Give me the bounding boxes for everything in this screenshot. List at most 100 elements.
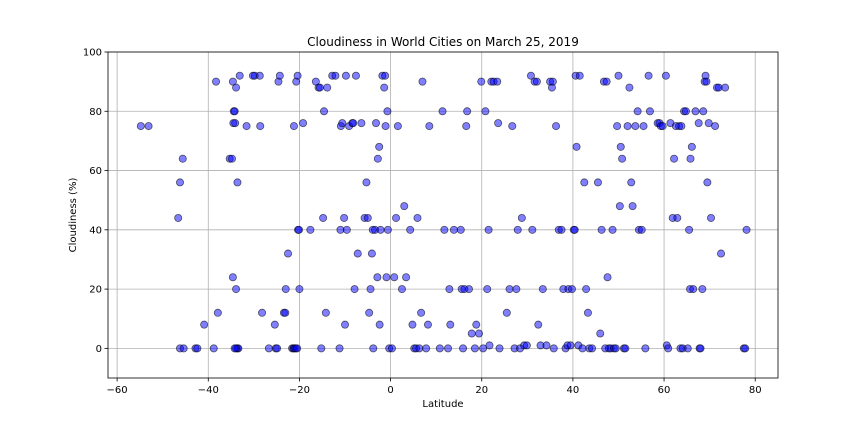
- data-point: [611, 344, 620, 353]
- data-point: [673, 213, 682, 222]
- data-point: [741, 344, 750, 353]
- data-point: [400, 202, 409, 211]
- data-point: [293, 344, 302, 353]
- data-point: [256, 122, 265, 131]
- data-point: [615, 202, 624, 211]
- data-point: [435, 344, 444, 353]
- data-point: [621, 344, 630, 353]
- data-point: [230, 107, 239, 116]
- data-point: [212, 77, 221, 86]
- x-tick-label: 60: [658, 385, 671, 396]
- data-point: [483, 285, 492, 294]
- data-point: [413, 213, 422, 222]
- data-point: [284, 249, 293, 258]
- x-axis-label: Latitude: [422, 399, 463, 410]
- data-point: [273, 344, 282, 353]
- data-point: [375, 320, 384, 329]
- data-point: [495, 344, 504, 353]
- data-point: [342, 225, 351, 234]
- data-point: [340, 213, 349, 222]
- chart-title: Cloudiness in World Cities on March 25, …: [307, 35, 579, 49]
- data-point: [323, 83, 332, 92]
- data-point: [369, 344, 378, 353]
- data-point: [602, 77, 611, 86]
- data-point: [699, 107, 708, 116]
- data-point: [320, 107, 329, 116]
- data-point: [641, 344, 650, 353]
- data-point: [350, 285, 359, 294]
- data-point: [470, 344, 479, 353]
- data-point: [321, 308, 330, 317]
- data-point: [299, 119, 308, 128]
- data-point: [479, 344, 488, 353]
- data-point: [335, 344, 344, 353]
- data-point: [315, 83, 324, 92]
- data-point: [628, 202, 637, 211]
- data-point: [517, 213, 526, 222]
- data-point: [596, 329, 605, 338]
- data-point: [588, 344, 597, 353]
- data-point: [475, 329, 484, 338]
- data-point: [462, 122, 471, 131]
- data-point: [552, 122, 561, 131]
- data-point: [742, 225, 751, 234]
- data-point: [664, 344, 673, 353]
- data-point: [703, 178, 712, 187]
- data-point: [566, 341, 575, 350]
- data-point: [658, 122, 667, 131]
- data-point: [144, 122, 153, 131]
- data-point: [513, 225, 522, 234]
- data-point: [390, 273, 399, 282]
- data-point: [721, 83, 730, 92]
- x-tick-label: −40: [198, 385, 219, 396]
- data-point: [232, 285, 241, 294]
- data-point: [456, 225, 465, 234]
- data-point: [371, 119, 380, 128]
- data-point: [235, 71, 244, 80]
- data-point: [258, 308, 267, 317]
- data-point: [538, 285, 547, 294]
- data-point: [293, 71, 302, 80]
- data-point: [608, 225, 617, 234]
- data-point: [233, 178, 242, 187]
- data-point: [393, 122, 402, 131]
- data-point: [637, 225, 646, 234]
- data-point: [683, 344, 692, 353]
- data-point: [639, 122, 648, 131]
- data-point: [366, 285, 375, 294]
- data-point: [383, 225, 392, 234]
- data-point: [319, 213, 328, 222]
- plot-frame: [107, 51, 779, 379]
- data-point: [494, 119, 503, 128]
- y-tick-label: 100: [83, 48, 102, 59]
- data-point: [532, 77, 541, 86]
- data-point: [362, 178, 371, 187]
- data-point: [670, 154, 679, 163]
- data-point: [227, 154, 236, 163]
- data-point: [136, 122, 145, 131]
- data-point: [463, 107, 472, 116]
- y-axis-label: Cloudiness (%): [68, 178, 79, 253]
- data-point: [459, 344, 468, 353]
- y-tick-label: 60: [89, 166, 102, 177]
- data-point: [383, 107, 392, 116]
- data-point: [502, 308, 511, 317]
- data-point: [493, 77, 502, 86]
- data-point: [232, 83, 241, 92]
- data-point: [230, 344, 239, 353]
- data-point: [534, 320, 543, 329]
- data-point: [381, 122, 390, 131]
- data-points: [136, 71, 751, 353]
- data-point: [582, 285, 591, 294]
- data-point: [417, 308, 426, 317]
- data-point: [446, 320, 455, 329]
- data-point: [444, 344, 453, 353]
- x-tick-label: 80: [749, 385, 762, 396]
- data-point: [575, 71, 584, 80]
- data-point: [472, 320, 481, 329]
- data-point: [317, 344, 326, 353]
- data-point: [681, 107, 690, 116]
- data-point: [661, 71, 670, 80]
- data-point: [645, 107, 654, 116]
- data-point: [270, 320, 279, 329]
